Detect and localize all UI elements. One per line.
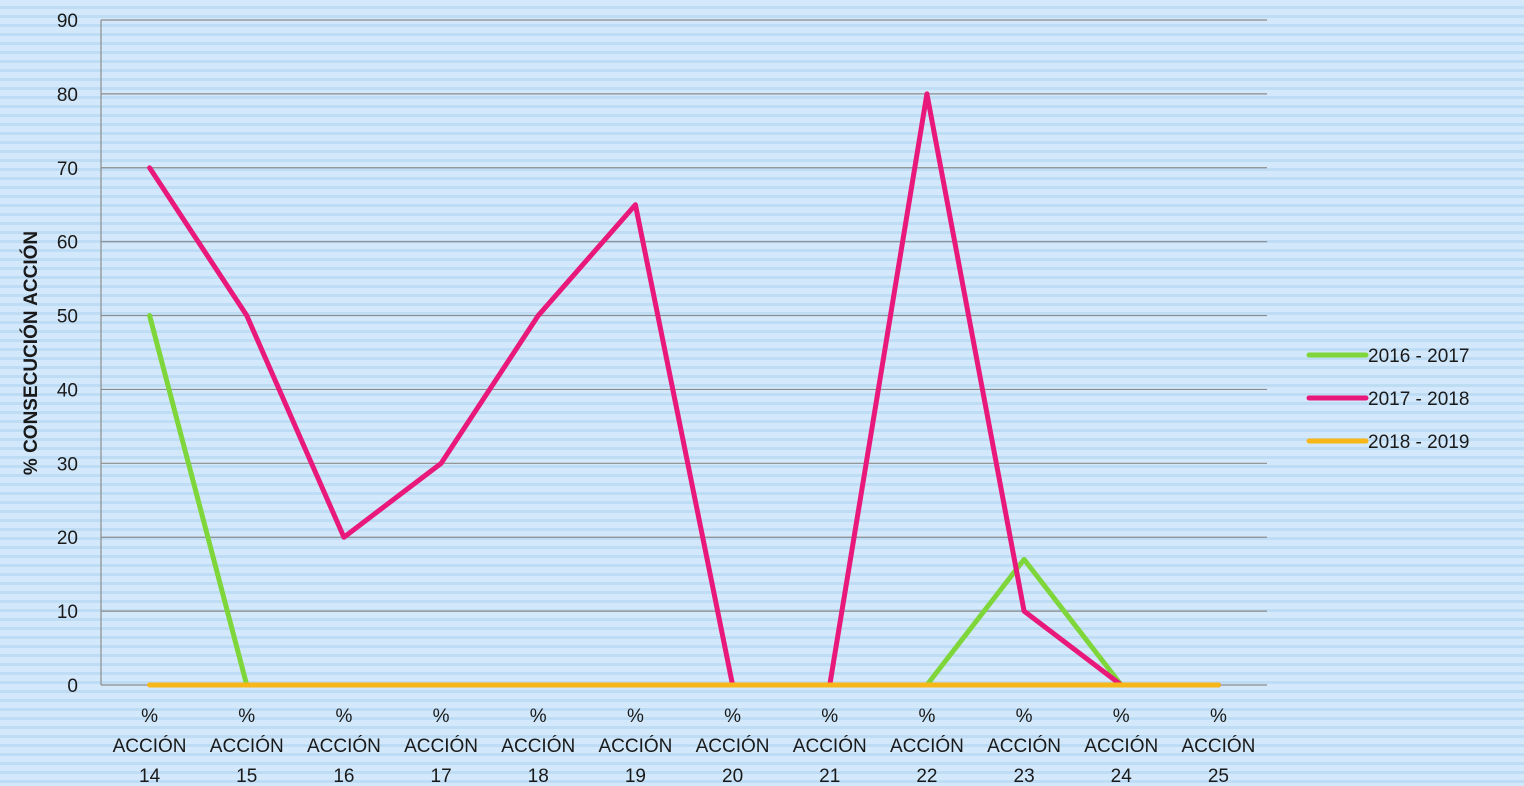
y-tick-label: 70 [57,159,78,180]
y-tick-label: 50 [57,307,78,328]
legend-label: 2018 - 2019 [1368,432,1469,453]
legend-item: 2017 - 2018 [1306,389,1469,410]
x-tick-label-line: 23 [1014,766,1035,786]
x-tick-label: % ACCIÓN 25 [1181,706,1255,786]
x-tick-label: % ACCIÓN 19 [598,706,672,786]
y-tick-label: 0 [67,676,78,697]
series-line-2 [147,91,1221,688]
y-axis-ticks: 0 10 20 30 40 50 60 70 80 90 [57,11,78,697]
y-axis-title: % CONSECUCIÓN ACCIÓN [20,231,42,475]
legend: 2016 - 2017 2017 - 2018 2018 - 2019 [1306,346,1469,453]
x-tick-label-line: % [821,706,838,727]
x-tick-label-line: ACCIÓN [793,735,867,757]
x-tick-label-line: 25 [1208,766,1229,786]
series-lines [147,91,1221,688]
x-tick-label-line: % [1210,706,1227,727]
x-tick-label-line: 21 [819,766,840,786]
x-tick-label-line: ACCIÓN [1181,735,1255,757]
x-tick-label: % ACCIÓN 21 [793,706,867,786]
series-line-1 [147,313,1221,688]
x-tick-label-line: ACCIÓN [210,735,284,757]
legend-item: 2016 - 2017 [1306,346,1469,367]
x-tick-label-line: % [1113,706,1130,727]
y-tick-label: 30 [57,454,78,475]
x-tick-label-line: ACCIÓN [404,735,478,757]
x-tick-label-line: 14 [139,766,161,786]
y-tick-label: 10 [57,602,78,623]
x-tick-label-line: ACCIÓN [987,735,1061,757]
x-tick-label-line: % [141,706,158,727]
x-tick-label-line: ACCIÓN [696,735,770,757]
x-tick-label-line: 24 [1111,766,1133,786]
x-tick-label: % ACCIÓN 24 [1084,706,1158,786]
x-tick-label-line: ACCIÓN [1084,735,1158,757]
x-tick-label-line: % [627,706,644,727]
x-tick-label-line: 22 [916,766,937,786]
x-tick-label: % ACCIÓN 17 [404,706,478,786]
legend-item: 2018 - 2019 [1306,432,1469,453]
gridlines [100,19,1267,686]
x-tick-label: % ACCIÓN 15 [210,706,284,786]
x-tick-label: % ACCIÓN 23 [987,706,1061,786]
x-tick-label: % ACCIÓN 16 [307,706,381,786]
y-tick-label: 40 [57,380,78,401]
x-tick-label-line: % [335,706,352,727]
y-tick-label: 60 [57,233,78,254]
x-tick-label-line: 16 [333,766,354,786]
x-tick-label-line: ACCIÓN [890,735,964,757]
x-tick-label-line: 20 [722,766,743,786]
x-tick-label-line: % [433,706,450,727]
x-tick-label-line: % [530,706,547,727]
legend-label: 2017 - 2018 [1368,389,1469,410]
x-tick-label-line: ACCIÓN [113,735,187,757]
x-tick-label-line: 15 [236,766,257,786]
x-tick-label-line: 17 [431,766,452,786]
x-axis-ticks: % ACCIÓN 14% ACCIÓN 15% ACCIÓN 16% ACCIÓN 17% ACC… [113,706,1256,786]
y-tick-label: 90 [57,11,78,32]
x-tick-label: % ACCIÓN 14 [113,706,187,786]
x-tick-label-line: % [238,706,255,727]
x-tick-label-line: ACCIÓN [598,735,672,757]
x-tick-label-line: % [724,706,741,727]
x-tick-label-line: % [918,706,935,727]
y-tick-label: 80 [57,85,78,106]
x-tick-label-line: 19 [625,766,646,786]
y-tick-label: 20 [57,528,78,549]
x-tick-label-line: ACCIÓN [307,735,381,757]
x-tick-label: % ACCIÓN 22 [890,706,964,786]
x-tick-label: % ACCIÓN 18 [501,706,575,786]
x-tick-label-line: ACCIÓN [501,735,575,757]
x-tick-label-line: % [1016,706,1033,727]
x-tick-label-line: 18 [528,766,549,786]
x-tick-label: % ACCIÓN 20 [696,706,770,786]
legend-label: 2016 - 2017 [1368,346,1469,367]
